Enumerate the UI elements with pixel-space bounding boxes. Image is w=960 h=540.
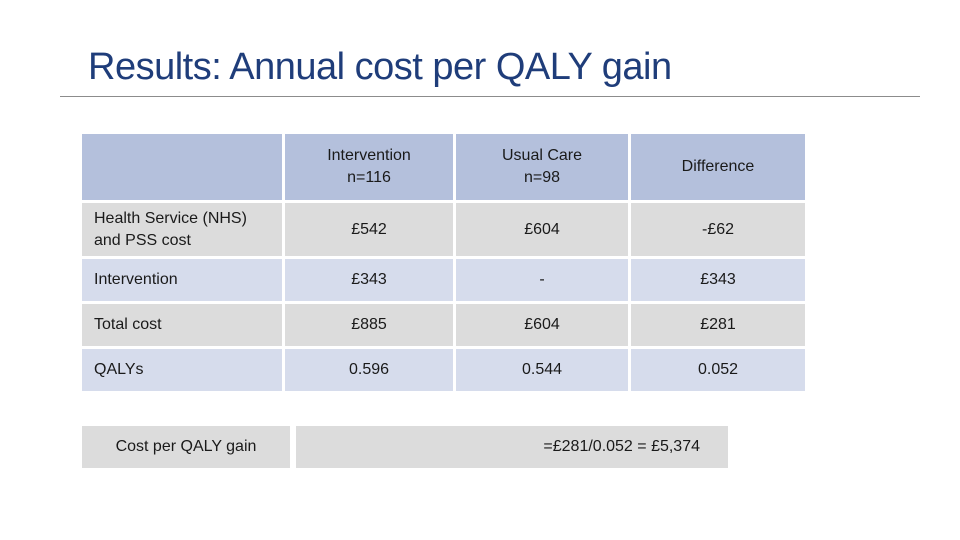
table-row: Intervention £343 - £343 [82,259,805,301]
cell-difference: 0.052 [631,349,805,391]
table-row: QALYs 0.596 0.544 0.052 [82,349,805,391]
header-difference-label: Difference [681,157,755,175]
header-difference: Difference [631,134,805,200]
cell-usual-care: £604 [456,304,628,346]
cell-usual-care: - [456,259,628,301]
header-intervention-n: n=116 [347,169,391,186]
header-intervention-label: Intervention [327,146,411,164]
cell-intervention: £885 [285,304,453,346]
table-header-row: Intervention n=116 Usual Care n=98 Diffe… [82,134,805,200]
title-divider [60,96,920,97]
cell-usual-care: £604 [456,203,628,256]
header-intervention: Intervention n=116 [285,134,453,200]
cost-per-qaly-label: Cost per QALY gain [82,426,290,468]
cost-per-qaly-value: =£281/0.052 = £5,374 [296,426,728,468]
row-label-line1: Health Service (NHS) [94,209,247,227]
row-label: Intervention [82,259,282,301]
cell-intervention: £542 [285,203,453,256]
slide-title: Results: Annual cost per QALY gain [88,46,672,88]
table-row: Health Service (NHS) and PSS cost £542 £… [82,203,805,256]
row-label: Total cost [82,304,282,346]
cell-usual-care: 0.544 [456,349,628,391]
row-label-line2: and PSS cost [94,231,191,249]
cell-intervention: 0.596 [285,349,453,391]
row-label: QALYs [82,349,282,391]
cell-difference: £343 [631,259,805,301]
header-usual-care-n: n=98 [523,169,561,186]
row-label: Health Service (NHS) and PSS cost [82,203,282,256]
cell-difference: £281 [631,304,805,346]
table-row: Total cost £885 £604 £281 [82,304,805,346]
cell-intervention: £343 [285,259,453,301]
header-usual-care: Usual Care n=98 [456,134,628,200]
cell-difference: -£62 [631,203,805,256]
results-table: Intervention n=116 Usual Care n=98 Diffe… [79,131,808,394]
header-corner-cell [82,134,282,200]
header-usual-care-label: Usual Care [501,146,583,164]
